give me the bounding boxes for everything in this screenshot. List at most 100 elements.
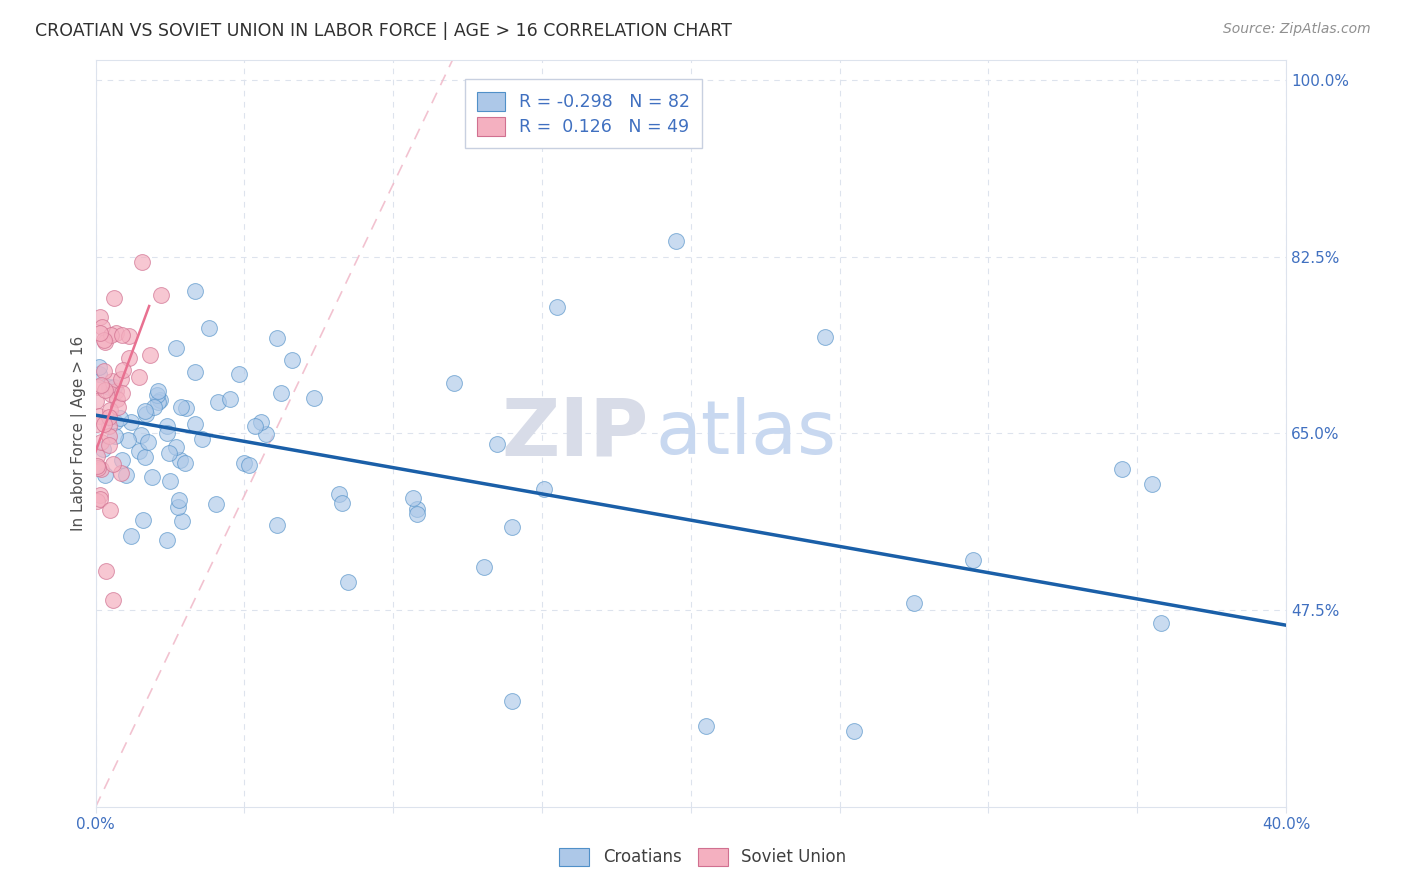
Point (86, 449, 108, 463)
Point (266, 518, 288, 533)
Point (962, 552, 984, 566)
Text: Source: ZipAtlas.com: Source: ZipAtlas.com (1223, 22, 1371, 37)
Point (254, 426, 277, 441)
Point (337, 574, 360, 589)
Point (104, 415, 127, 429)
Point (135, 407, 157, 421)
Point (156, 425, 179, 440)
Point (270, 386, 292, 401)
Point (219, 392, 242, 406)
Point (205, 497, 228, 511)
Point (243, 418, 266, 433)
Point (103, 291, 125, 305)
Text: atlas: atlas (655, 397, 837, 470)
Point (134, 450, 156, 464)
Point (118, 329, 141, 343)
Point (118, 351, 141, 365)
Point (170, 400, 193, 414)
Point (91, 442, 114, 456)
Point (98, 429, 121, 443)
Point (120, 415, 142, 429)
Point (250, 415, 273, 429)
Point (191, 432, 214, 446)
Point (146, 384, 169, 398)
Point (89, 492, 111, 507)
Point (169, 452, 191, 467)
Point (184, 284, 207, 298)
Point (157, 445, 180, 459)
Point (100, 327, 122, 342)
Point (844, 724, 866, 739)
Point (183, 417, 205, 432)
Point (87, 380, 110, 394)
Point (142, 400, 165, 414)
Point (93, 364, 115, 378)
Point (90, 462, 112, 476)
Point (136, 434, 159, 449)
Point (108, 411, 131, 425)
Point (93, 335, 115, 350)
Point (402, 491, 425, 505)
Point (93, 417, 115, 431)
Point (98, 403, 121, 417)
Text: CROATIAN VS SOVIET UNION IN LABOR FORCE | AGE > 16 CORRELATION CHART: CROATIAN VS SOVIET UNION IN LABOR FORCE … (35, 22, 733, 40)
Point (89, 488, 111, 502)
Point (173, 456, 195, 470)
Point (533, 482, 555, 496)
Point (501, 694, 523, 708)
Point (86, 393, 108, 408)
Point (93, 467, 115, 482)
Point (105, 326, 128, 340)
Point (97, 380, 120, 394)
Point (90, 435, 112, 450)
Point (87, 409, 110, 423)
Point (117, 433, 139, 447)
Point (330, 496, 353, 510)
Point (86, 417, 108, 432)
Point (101, 375, 124, 389)
Point (98, 502, 121, 516)
Point (105, 392, 128, 406)
Point (665, 235, 688, 249)
Point (198, 320, 221, 334)
Point (167, 500, 190, 514)
Point (101, 457, 124, 471)
Point (1111, 461, 1133, 475)
Point (149, 393, 172, 408)
Point (207, 395, 229, 409)
Point (103, 380, 125, 394)
Point (104, 384, 127, 398)
Point (814, 330, 837, 344)
Point (167, 493, 190, 508)
Point (156, 419, 179, 434)
Text: ZIP: ZIP (502, 394, 650, 472)
Point (110, 466, 132, 480)
Point (87, 359, 110, 374)
Point (90, 320, 112, 334)
Point (486, 436, 509, 450)
Point (228, 368, 250, 382)
Point (501, 520, 523, 534)
Point (94, 383, 117, 397)
Point (1150, 616, 1173, 631)
Point (280, 353, 302, 368)
Point (98, 418, 121, 433)
Point (405, 507, 427, 521)
Point (87, 367, 110, 381)
Point (232, 456, 254, 470)
Point (86, 459, 108, 474)
Point (138, 348, 160, 362)
Point (97, 410, 120, 425)
Point (443, 376, 465, 390)
Point (111, 327, 134, 342)
Point (100, 387, 122, 401)
Point (115, 467, 138, 482)
Y-axis label: In Labor Force | Age > 16: In Labor Force | Age > 16 (72, 335, 87, 531)
Point (238, 458, 260, 472)
Point (111, 453, 134, 467)
Point (145, 388, 167, 402)
Point (903, 596, 925, 610)
Point (89, 310, 111, 325)
Point (695, 719, 717, 733)
Point (103, 593, 125, 607)
